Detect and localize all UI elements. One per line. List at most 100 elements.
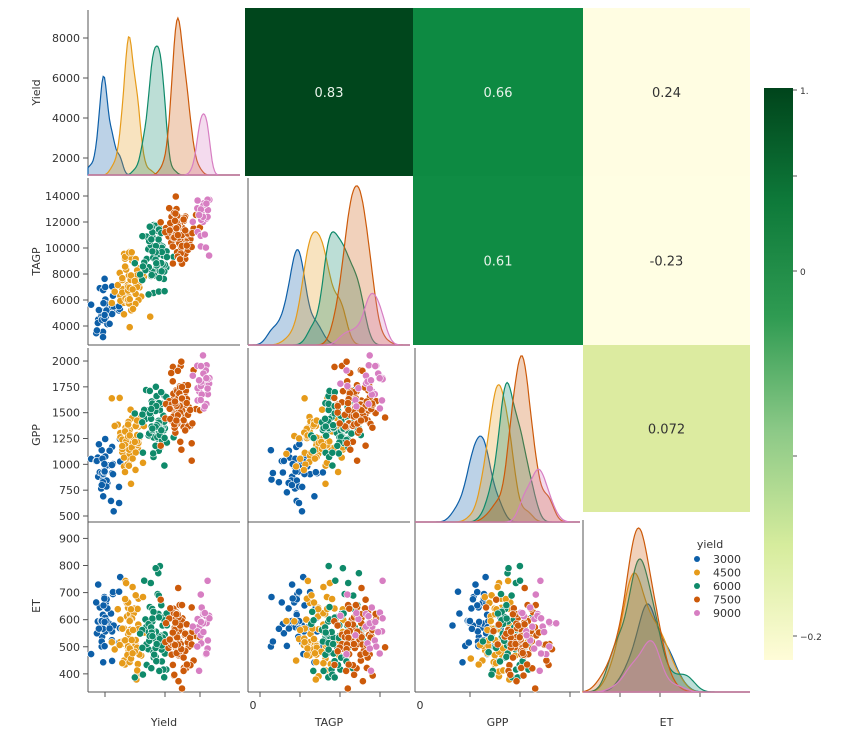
scatter-point-3000 [87, 650, 95, 658]
scatter-point-7500 [521, 641, 530, 649]
scatter-point-4500 [110, 287, 119, 296]
scatter-point-6000 [487, 670, 496, 679]
scatter-point-7500 [346, 445, 355, 454]
x-axis-label: ET [660, 716, 674, 729]
heatmap-cell: 0.66 [413, 8, 583, 176]
scatter-point-4500 [146, 312, 155, 321]
scatter-point-7500 [168, 259, 177, 268]
heatmap-cell-rect [583, 345, 750, 512]
scatter-point-3000 [287, 481, 296, 489]
scatter-point-3000 [100, 274, 109, 283]
scatter-point-6000 [328, 461, 337, 470]
scatter-point-6000 [152, 657, 161, 666]
scatter-point-7500 [494, 620, 503, 629]
scatter-point-7500 [493, 640, 502, 649]
scatter-point-7500 [187, 439, 196, 448]
correlation-label: 0.66 [484, 86, 513, 101]
scatter-point-6000 [149, 607, 158, 616]
scatter-point-6000 [138, 670, 147, 679]
scatter-point-3000 [105, 624, 114, 633]
scatter-point-3000 [458, 658, 467, 667]
scatter-point-4500 [310, 649, 319, 658]
scatter-point-3000 [115, 587, 123, 596]
scatter-point-4500 [128, 583, 137, 591]
scatter-point-3000 [278, 468, 287, 477]
scatter-point-3000 [109, 507, 118, 516]
scatter-point-9000 [202, 374, 211, 383]
scatter-point-7500 [509, 610, 517, 619]
correlation-label: 0.24 [652, 86, 681, 101]
scatter-point-3000 [100, 467, 109, 476]
scatter-point-6000 [321, 422, 330, 431]
scatter-point-6000 [516, 562, 524, 570]
scatter-point-7500 [179, 667, 188, 675]
scatter-point-7500 [344, 620, 352, 629]
y-tick-label: 800 [59, 560, 80, 573]
axes-spines [247, 348, 410, 523]
scatter-point-7500 [344, 405, 353, 414]
scatter-point-6000 [148, 424, 157, 433]
scatter-point-6000 [138, 448, 147, 457]
legend-item: 6000 [694, 580, 741, 593]
scatter-point-7500 [381, 643, 389, 652]
scatter-point-6000 [478, 637, 487, 646]
scatter-point-3000 [95, 440, 103, 449]
y-tick-label: 2000 [52, 355, 80, 368]
scatter-point-4500 [127, 636, 136, 644]
scatter-point-4500 [311, 675, 320, 684]
scatter-point-3000 [115, 499, 123, 507]
scatter-point-3000 [298, 482, 307, 491]
scatter-point-7500 [168, 377, 177, 386]
y-tick-label: 1500 [52, 407, 80, 420]
scatter-point-3000 [471, 580, 480, 589]
scatter-point-7500 [381, 413, 389, 422]
scatter-point-4500 [125, 323, 134, 332]
scatter-point-9000 [354, 384, 363, 393]
scatter-point-3000 [105, 319, 114, 328]
y-tick-label: 8000 [52, 32, 80, 45]
scatter-point-3000 [267, 593, 276, 601]
scatter-point-9000 [375, 404, 384, 413]
scatter-point-6000 [157, 267, 166, 276]
scatter-point-6000 [160, 287, 169, 296]
kde-panel-GPP [415, 355, 580, 523]
scatter-panel-GPP-vs-TAGP [266, 351, 389, 516]
scatter-point-7500 [492, 595, 501, 604]
scatter-point-7500 [178, 601, 186, 609]
scatter-point-4500 [129, 304, 137, 313]
scatter-point-3000 [318, 468, 327, 477]
scatter-point-9000 [200, 402, 209, 411]
scatter-point-9000 [351, 631, 360, 640]
scatter-point-9000 [378, 396, 386, 405]
scatter-point-6000 [157, 388, 166, 397]
axes-spines [247, 520, 410, 693]
scatter-point-4500 [486, 617, 495, 625]
scatter-point-9000 [518, 609, 527, 617]
scatter-point-6000 [344, 579, 353, 587]
scatter-point-3000 [279, 629, 288, 638]
scatter-point-6000 [329, 640, 337, 648]
heatmap-cell: 0.83 [245, 8, 413, 176]
scatter-point-9000 [342, 650, 351, 659]
scatter-point-4500 [292, 462, 300, 471]
scatter-point-9000 [365, 384, 374, 393]
scatter-point-7500 [187, 603, 196, 612]
scatter-point-4500 [310, 454, 319, 463]
kde-curve-9000 [415, 468, 580, 523]
scatter-point-9000 [540, 628, 548, 636]
scatter-point-3000 [448, 621, 457, 630]
x-zero-tick-label: 0 [250, 699, 257, 712]
scatter-point-3000 [97, 481, 106, 489]
scatter-point-6000 [160, 461, 169, 470]
scatter-point-4500 [504, 577, 512, 585]
scatter-point-6000 [138, 232, 147, 241]
scatter-point-6000 [321, 414, 329, 423]
scatter-point-7500 [156, 595, 165, 604]
scatter-point-9000 [199, 351, 207, 360]
scatter-point-3000 [473, 588, 482, 596]
scatter-point-9000 [371, 618, 380, 626]
scatter-point-7500 [171, 192, 180, 201]
scatter-point-6000 [502, 652, 511, 661]
